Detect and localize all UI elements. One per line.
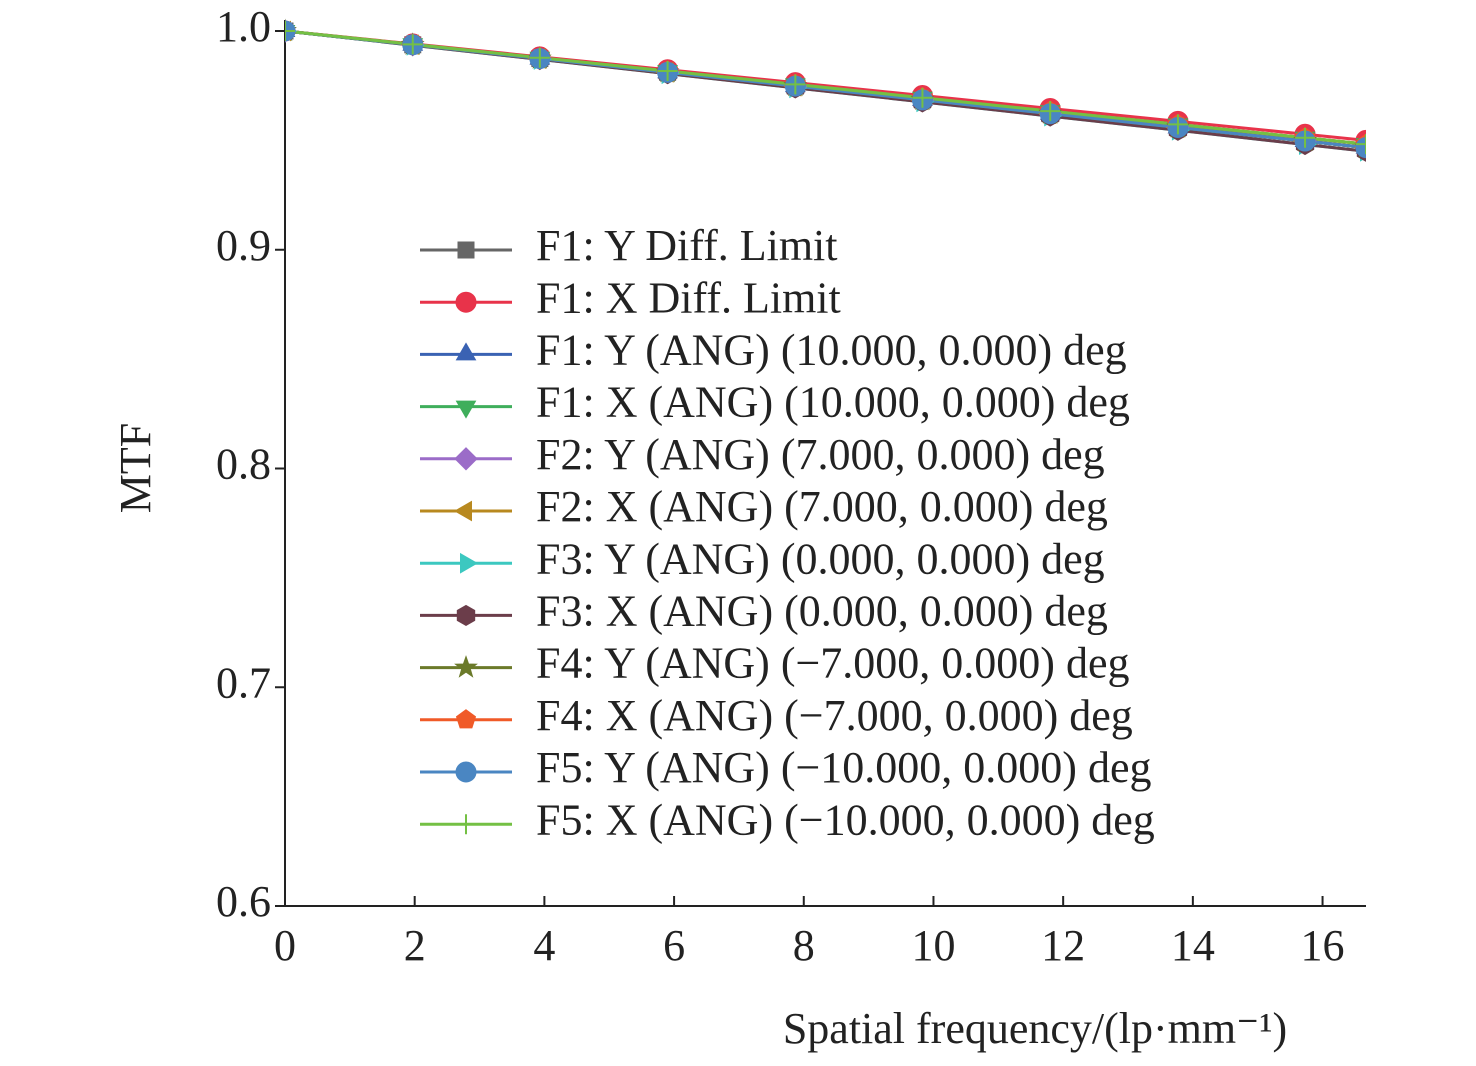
y-tick-label: 0.7 (216, 658, 271, 707)
marker (460, 552, 479, 574)
marker (402, 34, 423, 55)
legend-label: F5: Y (ANG) (−10.000, 0.000) deg (536, 743, 1151, 792)
x-tick-label: 12 (1041, 921, 1085, 970)
legend-label: F4: Y (ANG) (−7.000, 0.000) deg (536, 639, 1129, 688)
legend-label: F1: X Diff. Limit (536, 273, 841, 322)
marker (1167, 114, 1188, 135)
marker (454, 655, 478, 678)
marker (1040, 101, 1061, 122)
series-line (285, 29, 1366, 146)
marker (657, 61, 678, 82)
marker (457, 241, 475, 259)
marker (529, 47, 550, 68)
x-tick-label: 4 (533, 921, 555, 970)
marker (785, 74, 806, 95)
x-axis-title: Spatial frequency/(lp·mm⁻¹) (783, 1004, 1287, 1053)
legend-label: F1: Y (ANG) (10.000, 0.000) deg (536, 325, 1127, 374)
x-tick-label: 2 (404, 921, 426, 970)
marker (456, 604, 476, 626)
y-tick-label: 0.6 (216, 877, 271, 926)
legend-label: F4: X (ANG) (−7.000, 0.000) deg (536, 691, 1133, 740)
marker (1355, 137, 1366, 159)
y-tick-label: 0.9 (216, 221, 271, 270)
legend-label: F3: X (ANG) (0.000, 0.000) deg (536, 586, 1108, 635)
y-axis-title: MTF (111, 423, 160, 513)
x-tick-label: 6 (663, 921, 685, 970)
marker (455, 709, 477, 729)
marker (455, 400, 477, 419)
marker (912, 87, 933, 108)
x-tick-label: 10 (911, 921, 955, 970)
marker (455, 761, 477, 783)
legend-label: F2: Y (ANG) (7.000, 0.000) deg (536, 430, 1105, 479)
marker (285, 21, 295, 41)
marker (456, 814, 476, 835)
legend-label: F2: X (ANG) (7.000, 0.000) deg (536, 482, 1108, 531)
marker (453, 500, 472, 522)
marker (1295, 127, 1316, 148)
legend-label: F1: X (ANG) (10.000, 0.000) deg (536, 378, 1130, 427)
y-tick-label: 0.8 (216, 440, 271, 489)
marker (455, 291, 477, 313)
plot-area (285, 18, 1366, 162)
x-tick-label: 0 (274, 921, 296, 970)
legend-label: F1: Y Diff. Limit (536, 221, 838, 270)
marker (454, 447, 478, 471)
y-tick-label: 1.0 (216, 2, 271, 51)
x-tick-label: 8 (793, 921, 815, 970)
marker (455, 342, 477, 361)
x-tick-label: 16 (1301, 921, 1345, 970)
legend-label: F5: X (ANG) (−10.000, 0.000) deg (536, 795, 1155, 844)
x-tick-label: 14 (1171, 921, 1215, 970)
marker (1356, 134, 1366, 155)
legend-label: F3: Y (ANG) (0.000, 0.000) deg (536, 534, 1105, 583)
